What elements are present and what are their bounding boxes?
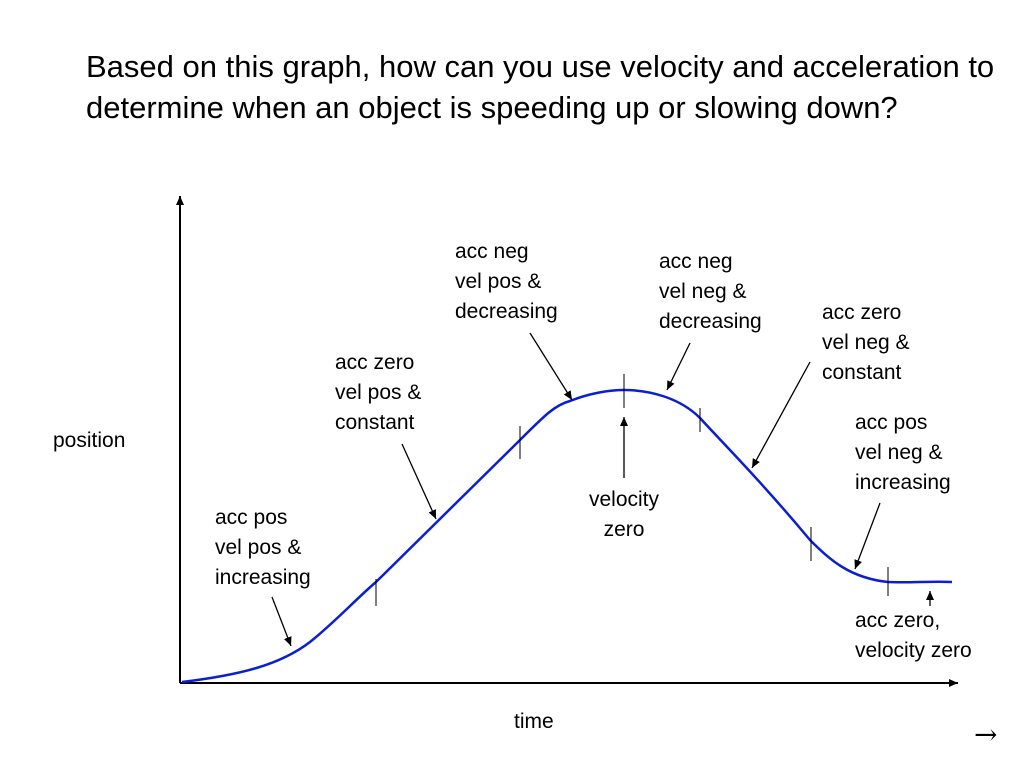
annotation-line: velocity zero [855, 639, 972, 662]
annotation-line: acc pos [855, 411, 928, 434]
next-slide-arrow-icon[interactable]: → [974, 718, 998, 751]
annotation-line: constant [335, 411, 415, 434]
annotation-acc-pos-vel-pos-increasing: acc pos vel pos & increasing [215, 503, 311, 593]
annotation-line: acc pos [215, 506, 288, 529]
annotation-line: vel neg & [855, 441, 943, 464]
annotation-line: velocity [588, 488, 660, 511]
annotation-line: decreasing [455, 300, 558, 323]
annotation-velocity-zero: velocity zero [580, 485, 668, 545]
annotation-acc-zero-velocity-zero: acc zero, velocity zero [855, 606, 972, 666]
pointer-arrow [854, 502, 881, 570]
pointer-arrow [751, 361, 811, 469]
pointer-arrow [271, 596, 292, 647]
pointer-arrow [401, 443, 437, 520]
annotation-line: increasing [215, 566, 311, 589]
annotation-line: acc neg [659, 250, 733, 273]
annotation-line: acc zero [822, 301, 902, 324]
annotation-line: vel neg & [659, 280, 747, 303]
annotation-line: zero [603, 518, 645, 541]
annotation-acc-pos-vel-neg-increasing: acc pos vel neg & increasing [855, 408, 951, 498]
annotation-acc-neg-vel-pos-decreasing: acc neg vel pos & decreasing [455, 237, 558, 327]
y-axis-label: position [53, 429, 126, 452]
pointer-arrow [529, 332, 573, 401]
annotation-line: acc zero, [855, 609, 941, 632]
annotation-line: vel pos & [215, 536, 302, 559]
pointer-arrow [666, 342, 691, 391]
annotation-line: acc zero [335, 351, 415, 374]
annotation-line: acc neg [455, 240, 529, 263]
annotation-line: vel pos & [455, 270, 542, 293]
annotation-line: increasing [855, 471, 951, 494]
annotation-line: constant [822, 361, 902, 384]
question-text: Based on this graph, how can you use vel… [86, 49, 995, 125]
annotation-acc-neg-vel-neg-decreasing: acc neg vel neg & decreasing [659, 247, 762, 337]
annotation-line: decreasing [659, 310, 762, 333]
annotation-acc-zero-vel-neg-constant: acc zero vel neg & constant [822, 298, 910, 388]
annotation-acc-zero-vel-pos-constant: acc zero vel pos & constant [335, 348, 421, 438]
x-axis-label: time [514, 710, 554, 733]
annotation-line: vel pos & [335, 381, 422, 404]
annotation-line: vel neg & [822, 331, 910, 354]
